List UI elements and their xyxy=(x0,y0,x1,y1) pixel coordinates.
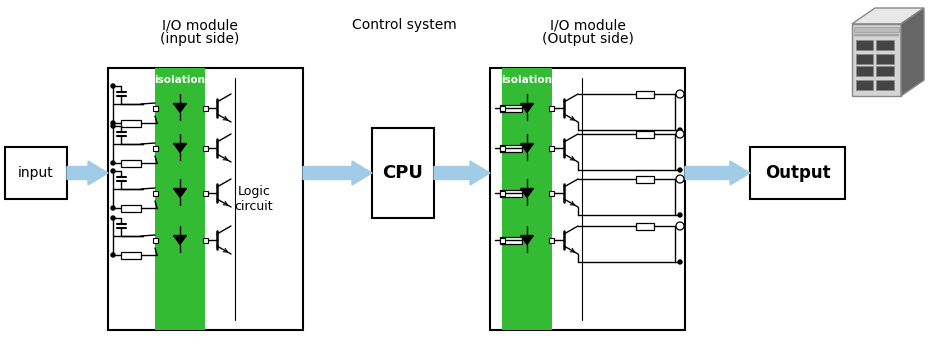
Bar xyxy=(500,237,522,243)
Bar xyxy=(550,190,554,195)
Text: Output: Output xyxy=(765,164,830,182)
Text: (Output side): (Output side) xyxy=(542,32,634,46)
Bar xyxy=(490,68,685,330)
Circle shape xyxy=(678,260,682,264)
Bar xyxy=(499,145,505,150)
Bar xyxy=(108,68,303,330)
Text: isolation: isolation xyxy=(501,75,553,85)
Text: I/O module: I/O module xyxy=(550,18,626,32)
Circle shape xyxy=(111,124,115,128)
Bar xyxy=(203,190,208,195)
Bar xyxy=(550,238,554,243)
Circle shape xyxy=(111,169,115,173)
Bar xyxy=(5,147,67,199)
Bar xyxy=(550,105,554,111)
Bar xyxy=(636,176,654,183)
Bar xyxy=(550,145,554,150)
Polygon shape xyxy=(174,235,186,244)
Bar xyxy=(500,144,522,152)
Bar xyxy=(121,159,141,166)
Bar xyxy=(500,189,522,197)
Circle shape xyxy=(111,206,115,210)
Bar xyxy=(203,105,208,111)
Circle shape xyxy=(676,90,684,98)
Circle shape xyxy=(676,130,684,138)
Polygon shape xyxy=(685,161,750,185)
Bar xyxy=(499,190,505,195)
Bar xyxy=(856,66,873,76)
Circle shape xyxy=(111,121,115,125)
Bar xyxy=(876,54,894,64)
Polygon shape xyxy=(303,161,372,185)
Circle shape xyxy=(676,175,684,183)
Bar xyxy=(155,68,205,330)
Bar xyxy=(121,204,141,212)
Polygon shape xyxy=(434,161,490,185)
Bar xyxy=(121,120,141,126)
Circle shape xyxy=(111,216,115,220)
Polygon shape xyxy=(174,104,186,113)
Bar xyxy=(152,238,157,243)
Bar xyxy=(372,128,434,218)
Polygon shape xyxy=(174,144,186,153)
Polygon shape xyxy=(521,189,533,198)
Text: Control system: Control system xyxy=(352,18,456,32)
Bar xyxy=(152,190,157,195)
Bar xyxy=(499,105,505,111)
Text: isolation: isolation xyxy=(154,75,206,85)
Bar xyxy=(856,80,873,90)
Bar xyxy=(152,145,157,150)
Bar xyxy=(121,252,141,258)
Circle shape xyxy=(111,253,115,257)
Bar xyxy=(499,238,505,243)
Bar xyxy=(876,40,894,50)
Polygon shape xyxy=(521,235,533,244)
Bar xyxy=(876,66,894,76)
Bar xyxy=(856,54,873,64)
Text: (input side): (input side) xyxy=(160,32,239,46)
Polygon shape xyxy=(852,8,924,24)
Polygon shape xyxy=(521,104,533,113)
Circle shape xyxy=(678,168,682,172)
Bar xyxy=(852,24,901,96)
Bar xyxy=(502,68,552,330)
Circle shape xyxy=(678,213,682,217)
Bar xyxy=(750,147,845,199)
Bar xyxy=(152,105,157,111)
Bar xyxy=(203,145,208,150)
Bar xyxy=(856,40,873,50)
Polygon shape xyxy=(67,161,108,185)
Bar xyxy=(636,222,654,230)
Circle shape xyxy=(111,161,115,165)
Bar xyxy=(854,34,899,36)
Bar xyxy=(636,131,654,138)
Text: CPU: CPU xyxy=(382,164,424,182)
Text: input: input xyxy=(18,166,54,180)
Bar xyxy=(500,104,522,112)
Bar xyxy=(876,80,894,90)
Circle shape xyxy=(678,128,682,132)
Polygon shape xyxy=(521,144,533,153)
Circle shape xyxy=(111,84,115,88)
Bar xyxy=(203,238,208,243)
Bar xyxy=(854,27,899,32)
Text: I/O module: I/O module xyxy=(162,18,237,32)
Polygon shape xyxy=(901,8,924,96)
Circle shape xyxy=(676,222,684,230)
Polygon shape xyxy=(174,189,186,198)
Text: Logic
circuit: Logic circuit xyxy=(235,185,273,213)
Bar xyxy=(636,90,654,98)
